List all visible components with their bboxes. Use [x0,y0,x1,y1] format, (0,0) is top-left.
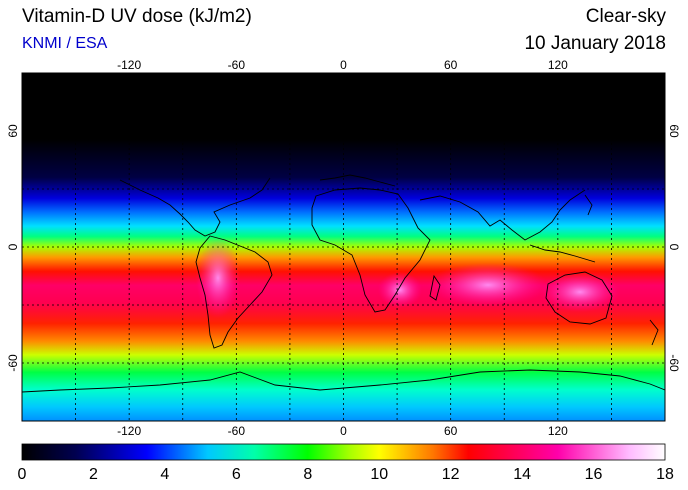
lon-tick-label: 0 [340,58,347,72]
longitude-ticks-top: -120 -60 0 60 120 [117,58,568,72]
south-america-hotspot [196,238,240,318]
colorbar-tick-label: 18 [656,466,674,483]
lat-tick-label: -60 [667,354,681,372]
lat-tick-label: 60 [667,124,681,138]
latitude-ticks-left: 60 0 -60 [6,124,20,372]
lat-lon-grid [22,73,665,421]
colorbar-tick-label: 0 [18,466,27,483]
japan-coast [584,194,593,216]
lat-tick-label: -60 [6,354,20,372]
colorbar-tick-label: 8 [303,466,312,483]
lat-tick-label: 60 [6,124,20,138]
colorbar-tick-label: 14 [513,466,531,483]
latitude-ticks-right: 60 0 -60 [667,124,681,372]
colorbar-tick-label: 4 [160,466,169,483]
lon-tick-label: 60 [444,58,458,72]
longitude-ticks-bottom: -120 -60 0 60 120 [117,424,568,438]
colorbar-labels: 0 2 4 6 8 10 12 14 16 18 [18,466,674,483]
australia-hotspot [540,272,620,312]
map-title: Vitamin-D UV dose (kJ/m2) [22,6,252,27]
indonesia-coast [529,244,596,263]
lat-tick-label: 0 [6,243,20,250]
colorbar [21,443,666,461]
new-zealand-coast [649,319,659,346]
map-field [22,73,665,421]
africa-hotspot [378,272,422,308]
sky-mode-label: Clear-sky [585,6,666,27]
lon-tick-label: 120 [548,58,568,72]
colorbar-tick-label: 12 [442,466,460,483]
lon-tick-label: -120 [117,58,141,72]
indian-ocean-hotspot [428,263,548,307]
colorbar-tick-label: 2 [89,466,98,483]
colorbar-tick-label: 10 [370,466,388,483]
date-label: 10 January 2018 [524,33,666,54]
north-america-coast [119,177,271,237]
antarctica-coast [22,369,665,393]
europe-coast [319,174,396,187]
colorbar-tick-label: 16 [585,466,603,483]
madagascar-coast [429,274,441,301]
lon-tick-label: -60 [228,58,246,72]
coastlines [22,174,665,393]
asia-coast [419,189,586,241]
lon-tick-label: -60 [228,424,246,438]
australia-coast [545,271,613,325]
lon-tick-label: 60 [444,424,458,438]
lon-tick-label: 0 [340,424,347,438]
lon-tick-label: 120 [548,424,568,438]
lon-tick-label: -120 [117,424,141,438]
south-america-coast [195,235,273,349]
map-frame [21,72,666,422]
credit-label: KNMI / ESA [22,35,108,52]
africa-coast [311,187,431,313]
lat-tick-label: 0 [667,244,681,251]
colorbar-tick-label: 6 [232,466,241,483]
